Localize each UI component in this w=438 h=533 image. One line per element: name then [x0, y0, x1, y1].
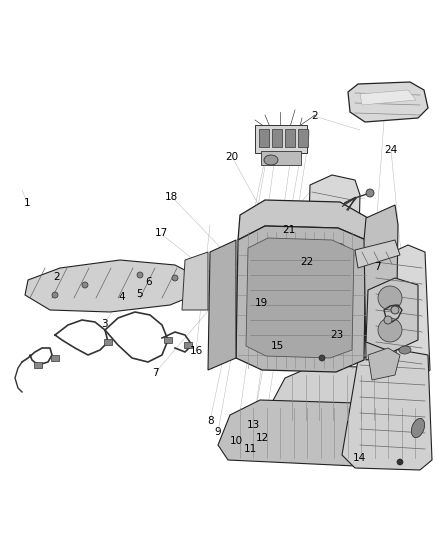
Text: 20: 20 — [226, 152, 239, 162]
Polygon shape — [360, 90, 416, 105]
Polygon shape — [268, 365, 400, 428]
Text: 9: 9 — [215, 427, 222, 437]
Circle shape — [397, 459, 403, 465]
Bar — [104, 339, 112, 345]
Bar — [255, 125, 307, 153]
Text: 19: 19 — [255, 298, 268, 308]
Text: 16: 16 — [190, 346, 203, 356]
Polygon shape — [238, 200, 368, 240]
Text: 22: 22 — [300, 257, 313, 267]
Text: 21: 21 — [283, 225, 296, 235]
Bar — [34, 362, 42, 368]
Bar — [184, 342, 192, 348]
Polygon shape — [372, 245, 430, 382]
Text: 6: 6 — [145, 278, 152, 287]
Text: 10: 10 — [230, 437, 243, 446]
Polygon shape — [355, 240, 400, 268]
Circle shape — [137, 272, 143, 278]
Polygon shape — [248, 290, 284, 308]
Circle shape — [378, 318, 402, 342]
Text: 24: 24 — [384, 146, 397, 155]
Circle shape — [391, 306, 399, 314]
Bar — [272, 129, 282, 147]
Text: 3: 3 — [101, 319, 108, 329]
Circle shape — [366, 189, 374, 197]
Ellipse shape — [399, 346, 411, 354]
Circle shape — [265, 300, 271, 306]
Ellipse shape — [411, 418, 424, 438]
Text: 7: 7 — [152, 368, 159, 378]
Bar — [164, 337, 172, 343]
Text: 2: 2 — [311, 111, 318, 121]
Text: 15: 15 — [271, 342, 284, 351]
Text: 14: 14 — [353, 454, 366, 463]
Circle shape — [384, 316, 392, 324]
Text: 4: 4 — [118, 293, 125, 302]
Bar — [259, 129, 269, 147]
Polygon shape — [236, 226, 366, 372]
Polygon shape — [366, 278, 418, 352]
Text: 23: 23 — [330, 330, 343, 340]
Ellipse shape — [331, 244, 345, 253]
Polygon shape — [25, 260, 202, 312]
Polygon shape — [218, 400, 430, 468]
Text: 12: 12 — [256, 433, 269, 443]
Circle shape — [378, 286, 402, 310]
Text: 5: 5 — [136, 289, 143, 299]
Circle shape — [332, 303, 338, 308]
Text: 7: 7 — [374, 262, 381, 271]
Text: 8: 8 — [207, 416, 214, 426]
Polygon shape — [246, 238, 354, 358]
Text: 17: 17 — [155, 229, 168, 238]
Circle shape — [82, 282, 88, 288]
Polygon shape — [348, 82, 428, 122]
Circle shape — [172, 275, 178, 281]
Polygon shape — [308, 175, 360, 278]
Text: 13: 13 — [247, 421, 260, 430]
Polygon shape — [182, 252, 208, 310]
Bar — [261, 151, 301, 165]
Ellipse shape — [250, 252, 266, 264]
Text: 2: 2 — [53, 272, 60, 282]
Circle shape — [319, 355, 325, 361]
Polygon shape — [342, 348, 432, 470]
Bar — [51, 355, 59, 361]
Text: 1: 1 — [24, 198, 31, 207]
Polygon shape — [368, 348, 400, 380]
Circle shape — [52, 292, 58, 298]
Polygon shape — [364, 205, 398, 360]
Bar — [285, 129, 295, 147]
Text: 11: 11 — [244, 444, 257, 454]
Text: 18: 18 — [165, 192, 178, 202]
Bar — [298, 129, 308, 147]
Polygon shape — [208, 240, 236, 370]
Ellipse shape — [264, 155, 278, 165]
